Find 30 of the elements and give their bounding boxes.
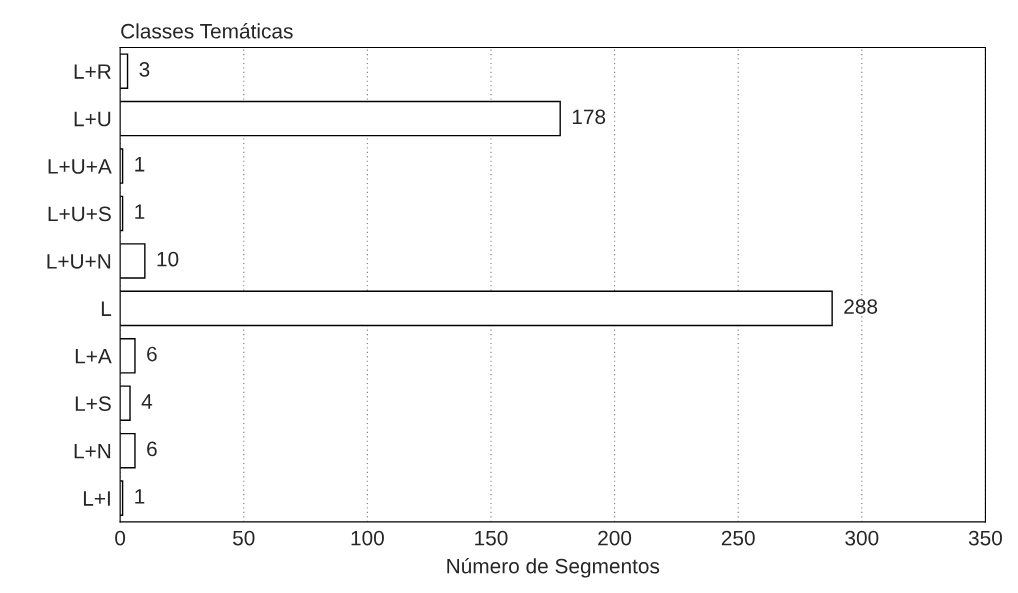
data-label: 288 xyxy=(844,299,878,314)
y-tick-label: L xyxy=(101,301,112,316)
y-tick-label: L+A xyxy=(75,349,112,364)
x-tick-label: 350 xyxy=(968,530,1002,546)
data-label: 1 xyxy=(135,157,145,172)
data-label: 1 xyxy=(135,489,145,504)
y-tick-label: L+U xyxy=(74,111,111,127)
x-tick-label: 200 xyxy=(598,530,632,546)
x-tick-label: 0 xyxy=(115,530,126,546)
x-tick-label: 100 xyxy=(351,530,384,546)
y-tick-label: L+U+N xyxy=(47,254,111,269)
data-label: 6 xyxy=(147,441,157,457)
x-tick-label: 50 xyxy=(232,530,255,546)
data-label: 1 xyxy=(135,204,145,219)
data-label: 6 xyxy=(147,346,157,362)
data-label: 178 xyxy=(572,109,606,125)
y-tick-label: L+R xyxy=(74,64,111,79)
x-axis-title: Número de Segmentos xyxy=(447,557,660,578)
x-tick-label: 300 xyxy=(845,530,879,546)
y-tick-label: L+U+A xyxy=(48,159,112,174)
x-tick-label: 150 xyxy=(475,530,508,546)
y-axis-title: Classes Temáticas xyxy=(121,23,293,39)
y-tick-label: L+S xyxy=(75,396,111,411)
x-tick-label: 250 xyxy=(721,530,755,546)
data-label: 3 xyxy=(139,62,150,77)
data-label: 4 xyxy=(141,394,153,409)
y-tick-label: L+N xyxy=(74,443,111,459)
data-label: 10 xyxy=(157,251,179,267)
y-tick-label: L+U+S xyxy=(48,206,111,222)
y-tick-label: L+I xyxy=(83,491,110,506)
